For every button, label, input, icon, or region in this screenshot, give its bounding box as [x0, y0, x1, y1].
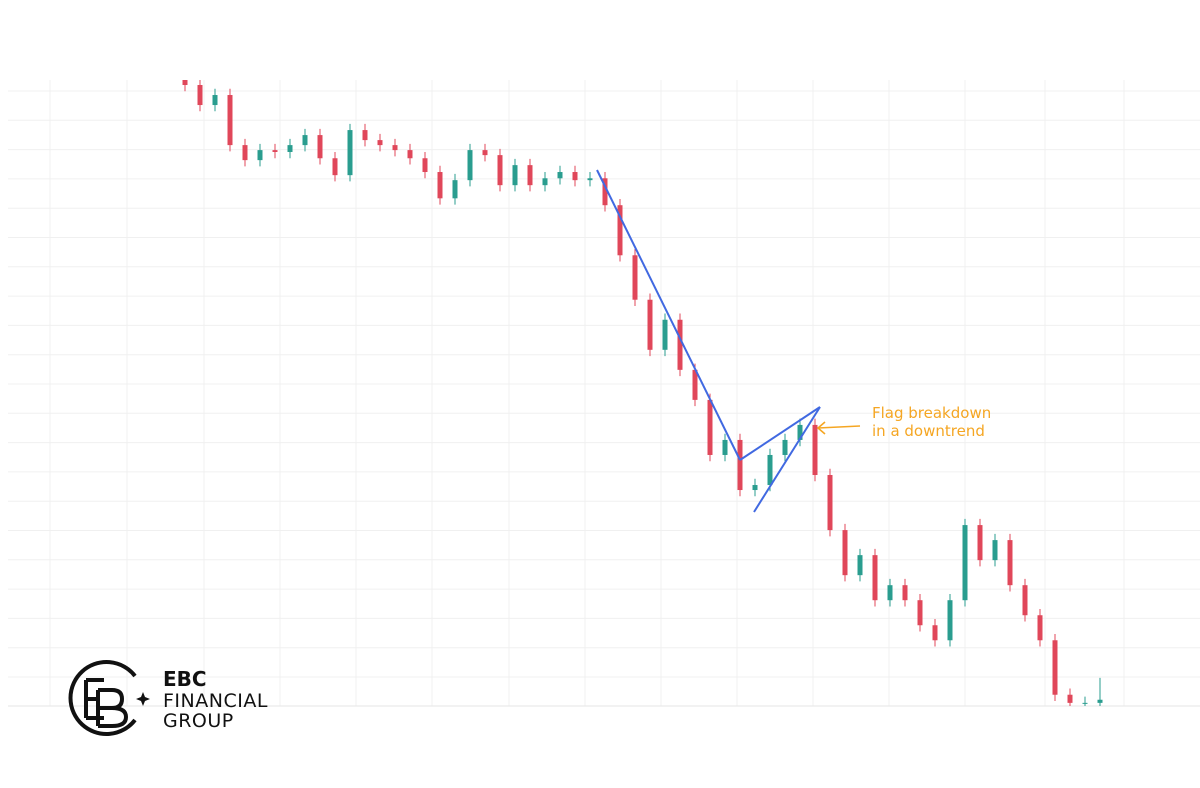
annotation-line: Flag breakdown: [872, 404, 991, 422]
candle-body: [467, 150, 473, 181]
candle-body: [662, 319, 668, 350]
candle-body: [287, 145, 293, 152]
candle-body: [647, 299, 653, 350]
candle-body: [542, 178, 548, 186]
candle-body: [377, 140, 383, 146]
candle-body: [992, 540, 998, 561]
candle-body: [962, 525, 968, 601]
candle-body: [302, 135, 308, 146]
candle-body: [632, 255, 638, 300]
logo-star: [136, 692, 150, 706]
candle-body: [197, 85, 203, 106]
candle-body: [842, 530, 848, 576]
candle-body: [617, 205, 623, 256]
candle-body: [872, 555, 878, 601]
candle-body: [1097, 699, 1103, 703]
candle-body: [1082, 702, 1088, 704]
candle-body: [797, 424, 803, 440]
candle-body: [692, 369, 698, 400]
candle-body: [782, 439, 788, 455]
candle-body: [887, 585, 893, 601]
candle-body: [347, 130, 353, 176]
candle-body: [452, 180, 458, 199]
logo: EBC FINANCIAL GROUP: [68, 660, 268, 736]
flagpole-line: [596, 169, 741, 461]
candle-body: [527, 165, 533, 186]
candle-body: [212, 95, 218, 106]
flag-upper-line: [739, 406, 821, 461]
candle-body: [317, 135, 323, 159]
candle-body: [227, 95, 233, 146]
logo-text: FINANCIAL: [163, 690, 268, 712]
candle-body: [572, 172, 578, 181]
logo-text: EBC: [163, 667, 207, 691]
candle-body: [812, 424, 818, 476]
candle-body: [257, 150, 263, 161]
arrow-shaft: [817, 425, 861, 429]
candle-body: [752, 485, 758, 491]
candle-body: [1037, 615, 1043, 641]
grid: [8, 80, 1200, 706]
candle-body: [182, 80, 188, 86]
candle-body: [722, 439, 728, 455]
candle-body: [737, 439, 743, 491]
candle-body: [1067, 694, 1073, 703]
candle-body: [437, 172, 443, 199]
flag-pattern: [596, 169, 821, 513]
annotation-line: in a downtrend: [872, 422, 985, 440]
candle-body: [407, 150, 413, 159]
candle-body: [767, 454, 773, 486]
flag-lower-line: [753, 406, 821, 513]
candle-body: [1052, 640, 1058, 695]
candle-body: [947, 600, 953, 641]
candle-body: [332, 158, 338, 176]
candle-body: [362, 130, 368, 141]
candle-body: [857, 555, 863, 576]
candle-body: [902, 585, 908, 601]
logo-text: GROUP: [163, 710, 234, 732]
candle-body: [497, 155, 503, 186]
candle-body: [1007, 540, 1013, 586]
candle-body: [977, 525, 983, 561]
arrow-head: [816, 421, 826, 435]
logo-b: [96, 688, 129, 728]
logo-e: [84, 678, 104, 720]
candle-body: [242, 145, 248, 161]
candle-body: [932, 625, 938, 641]
candle-body: [827, 475, 833, 531]
candle-body: [707, 399, 713, 455]
candle-body: [677, 319, 683, 370]
candle-body: [557, 172, 563, 179]
candle-body: [602, 178, 608, 206]
annotation-arrow: [816, 421, 861, 435]
candle-body: [392, 145, 398, 151]
candle-body: [512, 165, 518, 186]
logo-ring: [68, 660, 137, 736]
candle-body: [272, 150, 278, 152]
candle-body: [482, 150, 488, 156]
candle-body: [587, 178, 593, 181]
candle-body: [917, 600, 923, 626]
candle-body: [1022, 585, 1028, 616]
candles: [182, 80, 1103, 706]
candle-body: [422, 158, 428, 173]
